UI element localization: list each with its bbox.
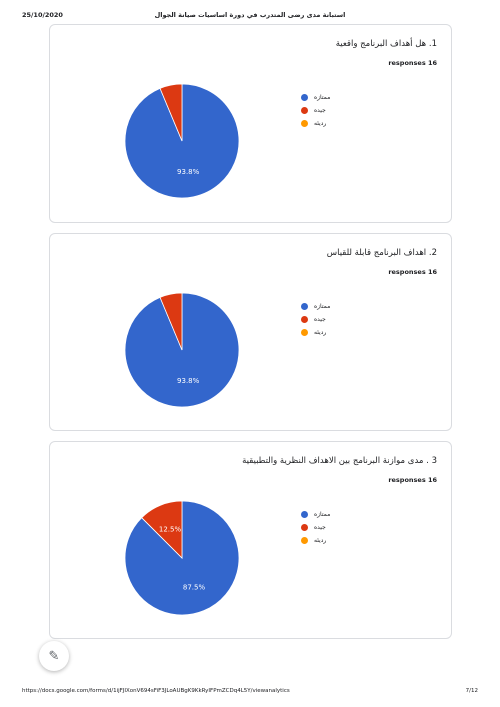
chart-legend: ممتازه جيده رديئه <box>301 508 330 547</box>
legend-item-poor[interactable]: رديئه <box>301 534 330 547</box>
legend-dot-icon <box>301 329 308 336</box>
question-title: 1. هل أهداف البرنامج واقعية <box>335 39 437 49</box>
legend-dot-icon <box>301 120 308 127</box>
pie-chart: 93.8% <box>124 83 240 199</box>
legend-label: جيده <box>314 316 326 323</box>
footer-page-number: 7/12 <box>465 688 478 694</box>
question-card-1: 1. هل أهداف البرنامج واقعية 16 responses… <box>49 24 452 223</box>
legend-label: ممتازه <box>314 303 331 310</box>
legend-item-good[interactable]: جيده <box>301 313 330 326</box>
pie-slice-2[interactable] <box>159 83 183 142</box>
page-header-title: استبانة مدى رضى المتدرب في دورة اساسيات … <box>154 11 346 19</box>
pencil-icon: ✎ <box>48 648 60 664</box>
question-title: 3 . مدى موازنة البرنامج بين الاهداف النظ… <box>242 456 437 466</box>
legend-dot-icon <box>301 524 308 531</box>
legend-label: رديئه <box>314 120 327 127</box>
question-card-3: 3 . مدى موازنة البرنامج بين الاهداف النظ… <box>49 441 452 639</box>
legend-label: جيده <box>314 107 326 114</box>
page-header-date: 25/10/2020 <box>22 11 63 19</box>
edit-button[interactable]: ✎ <box>39 641 69 671</box>
legend-dot-icon <box>301 316 308 323</box>
legend-item-excellent[interactable]: ممتازه <box>301 300 330 313</box>
response-count: 16 responses <box>388 476 437 484</box>
pie-slice-label: 93.8% <box>177 377 200 385</box>
legend-item-poor[interactable]: رديئه <box>301 326 330 339</box>
pie-slice-2[interactable] <box>159 292 183 351</box>
pie-chart: 87.5% 12.5% <box>124 500 240 616</box>
response-count: 16 responses <box>388 268 437 276</box>
response-count: 16 responses <box>388 59 437 67</box>
legend-item-good[interactable]: جيده <box>301 104 330 117</box>
chart-legend: ممتازه جيده رديئه <box>301 300 330 339</box>
legend-dot-icon <box>301 303 308 310</box>
pie-slice-2[interactable] <box>141 500 183 559</box>
legend-dot-icon <box>301 537 308 544</box>
question-card-2: 2. اهداف البرنامج قابلة للقياس 16 respon… <box>49 233 452 431</box>
legend-item-excellent[interactable]: ممتازه <box>301 508 330 521</box>
question-title: 2. اهداف البرنامج قابلة للقياس <box>326 248 437 258</box>
legend-label: ممتازه <box>314 511 331 518</box>
legend-dot-icon <box>301 94 308 101</box>
legend-label: رديئه <box>314 537 327 544</box>
legend-item-excellent[interactable]: ممتازه <box>301 91 330 104</box>
pie-slice-label: 12.5% <box>159 526 182 534</box>
legend-label: ممتازه <box>314 94 331 101</box>
legend-dot-icon <box>301 511 308 518</box>
footer-url[interactable]: https://docs.google.com/forms/d/1ijFJIXo… <box>22 688 290 694</box>
pie-chart: 93.8% <box>124 292 240 408</box>
pie-slice-1[interactable] <box>124 500 240 616</box>
chart-legend: ممتازه جيده رديئه <box>301 91 330 130</box>
legend-label: جيده <box>314 524 326 531</box>
pie-slice-label: 93.8% <box>177 168 200 176</box>
legend-item-poor[interactable]: رديئه <box>301 117 330 130</box>
legend-dot-icon <box>301 107 308 114</box>
legend-item-good[interactable]: جيده <box>301 521 330 534</box>
legend-label: رديئه <box>314 329 327 336</box>
pie-slice-label: 87.5% <box>183 583 206 591</box>
